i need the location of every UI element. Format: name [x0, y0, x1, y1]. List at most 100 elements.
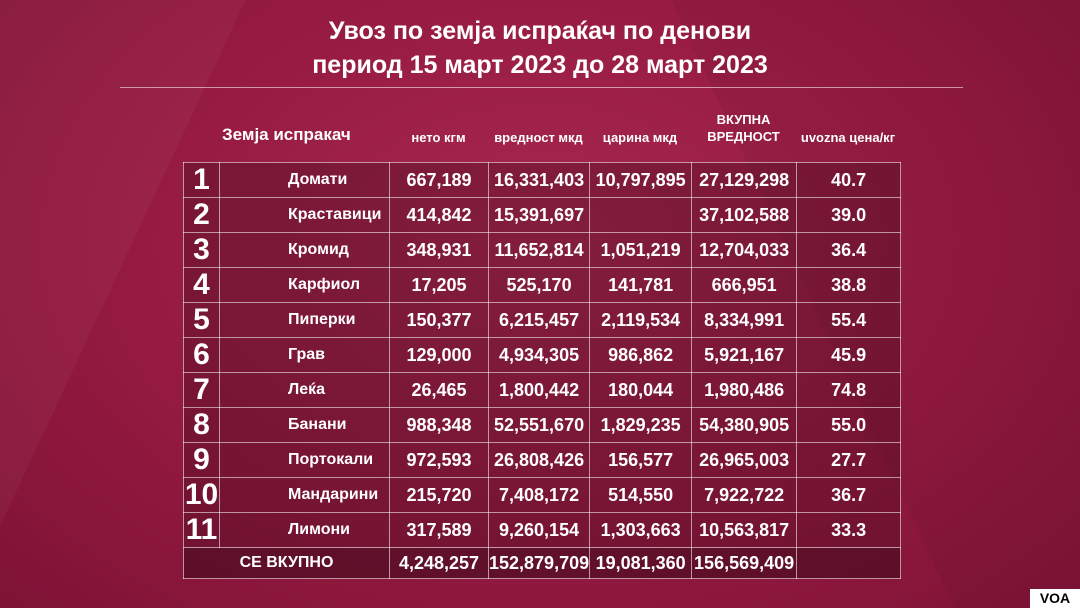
cell-net: 972,593 — [389, 442, 489, 478]
cell-price: 33.3 — [796, 512, 902, 548]
cell-customs: 986,862 — [589, 337, 693, 373]
cell-customs — [589, 197, 693, 233]
cell-total: 5,921,167 — [691, 337, 798, 373]
table-row: 6 Грав 129,000 4,934,305 986,862 5,921,167 45.… — [183, 337, 902, 373]
row-country-name: Банани — [219, 407, 390, 443]
table-body: 1 Домати 667,189 16,331,403 10,797,895 27,129… — [183, 162, 902, 579]
table-row: 3 Кромид 348,931 11,652,814 1,051,219 12,704,… — [183, 232, 902, 268]
cell-value: 16,331,403 — [487, 162, 591, 198]
cell-total: 10,563,817 — [691, 512, 798, 548]
cell-customs: 2,119,534 — [589, 302, 693, 338]
totals-label: СЕ ВКУПНО — [183, 547, 390, 579]
header-total: ВКУПНА ВРЕДНОСТ — [691, 111, 796, 145]
cell-net: 317,589 — [389, 512, 489, 548]
cell-customs: 10,797,895 — [589, 162, 693, 198]
cell-net: 348,931 — [389, 232, 489, 268]
title-line-2: период 15 март 2023 до 28 март 2023 — [312, 51, 768, 79]
totals-row: СЕ ВКУПНО 4,248,257 152,879,709 19,081,360 1… — [183, 547, 902, 579]
cell-value: 1,800,442 — [487, 372, 591, 408]
cell-price: 38.8 — [796, 267, 902, 303]
header-total-line-2: ВРЕДНОСТ — [707, 129, 780, 144]
header-country: Земја испракач — [222, 125, 351, 144]
table-row: 11 Лимони 317,589 9,260,154 1,303,663 10,563,… — [183, 512, 902, 548]
row-rank: 5 — [183, 302, 220, 338]
cell-customs: 1,303,663 — [589, 512, 693, 548]
table-row: 7 Леќа 26,465 1,800,442 180,044 1,980,486 74.8 — [183, 372, 902, 408]
cell-value: 525,170 — [487, 267, 591, 303]
cell-price: 27.7 — [796, 442, 902, 478]
total-total: 156,569,409 — [691, 547, 798, 579]
table-row: 9 Портокали 972,593 26,808,426 156,577 26,965… — [183, 442, 902, 478]
row-rank: 7 — [183, 372, 220, 408]
row-rank: 10 — [183, 477, 220, 513]
cell-price: 45.9 — [796, 337, 902, 373]
cell-net: 26,465 — [389, 372, 489, 408]
voa-logo: VOA — [1030, 589, 1080, 608]
cell-value: 15,391,697 — [487, 197, 591, 233]
total-price — [796, 547, 902, 579]
cell-net: 988,348 — [389, 407, 489, 443]
cell-net: 17,205 — [389, 267, 489, 303]
row-rank: 2 — [183, 197, 220, 233]
table-row: 4 Карфиол 17,205 525,170 141,781 666,951 38.8 — [183, 267, 902, 303]
cell-price: 74.8 — [796, 372, 902, 408]
cell-price: 55.4 — [796, 302, 902, 338]
cell-customs: 514,550 — [589, 477, 693, 513]
cell-total: 1,980,486 — [691, 372, 798, 408]
cell-total: 666,951 — [691, 267, 798, 303]
row-country-name: Краставици — [219, 197, 390, 233]
cell-net: 129,000 — [389, 337, 489, 373]
cell-value: 9,260,154 — [487, 512, 591, 548]
chart-title: Увоз по земја испраќач по денови период … — [0, 14, 1080, 82]
cell-total: 37,102,588 — [691, 197, 798, 233]
total-net: 4,248,257 — [389, 547, 489, 579]
cell-net: 414,842 — [389, 197, 489, 233]
cell-price: 55.0 — [796, 407, 902, 443]
row-rank: 9 — [183, 442, 220, 478]
row-country-name: Пиперки — [219, 302, 390, 338]
table-row: 1 Домати 667,189 16,331,403 10,797,895 27,129… — [183, 162, 902, 198]
cell-customs: 141,781 — [589, 267, 693, 303]
row-country-name: Грав — [219, 337, 390, 373]
header-total-line-1: ВКУПНА — [716, 112, 771, 127]
cell-total: 7,922,722 — [691, 477, 798, 513]
cell-value: 4,934,305 — [487, 337, 591, 373]
cell-total: 8,334,991 — [691, 302, 798, 338]
header-price: uvozna цена/кг — [800, 130, 896, 145]
cell-price: 36.4 — [796, 232, 902, 268]
header-net: нето кгм — [411, 130, 466, 145]
cell-value: 26,808,426 — [487, 442, 591, 478]
row-rank: 8 — [183, 407, 220, 443]
row-rank: 1 — [183, 162, 220, 198]
table-row: 2 Краставици 414,842 15,391,697 37,102,588 39… — [183, 197, 902, 233]
header-value: вредност мкд — [494, 130, 583, 145]
row-country-name: Лимони — [219, 512, 390, 548]
cell-total: 12,704,033 — [691, 232, 798, 268]
cell-total: 27,129,298 — [691, 162, 798, 198]
row-rank: 4 — [183, 267, 220, 303]
cell-net: 667,189 — [389, 162, 489, 198]
table-row: 8 Банани 988,348 52,551,670 1,829,235 54,380,… — [183, 407, 902, 443]
row-rank: 3 — [183, 232, 220, 268]
title-line-1: Увоз по земја испраќач по денови — [328, 17, 752, 45]
total-customs: 19,081,360 — [589, 547, 693, 579]
table-row: 5 Пиперки 150,377 6,215,457 2,119,534 8,334,9… — [183, 302, 902, 338]
row-country-name: Портокали — [219, 442, 390, 478]
row-country-name: Мандарини — [219, 477, 390, 513]
data-table: 1 Домати 667,189 16,331,403 10,797,895 27,129… — [183, 162, 902, 579]
cell-price: 39.0 — [796, 197, 902, 233]
cell-net: 215,720 — [389, 477, 489, 513]
cell-total: 26,965,003 — [691, 442, 798, 478]
cell-customs: 156,577 — [589, 442, 693, 478]
cell-net: 150,377 — [389, 302, 489, 338]
cell-value: 52,551,670 — [487, 407, 591, 443]
row-rank: 11 — [183, 512, 220, 548]
cell-customs: 1,829,235 — [589, 407, 693, 443]
cell-total: 54,380,905 — [691, 407, 798, 443]
cell-price: 36.7 — [796, 477, 902, 513]
total-value: 152,879,709 — [487, 547, 591, 579]
title-divider — [120, 87, 963, 88]
cell-customs: 180,044 — [589, 372, 693, 408]
cell-value: 11,652,814 — [487, 232, 591, 268]
row-country-name: Домати — [219, 162, 390, 198]
